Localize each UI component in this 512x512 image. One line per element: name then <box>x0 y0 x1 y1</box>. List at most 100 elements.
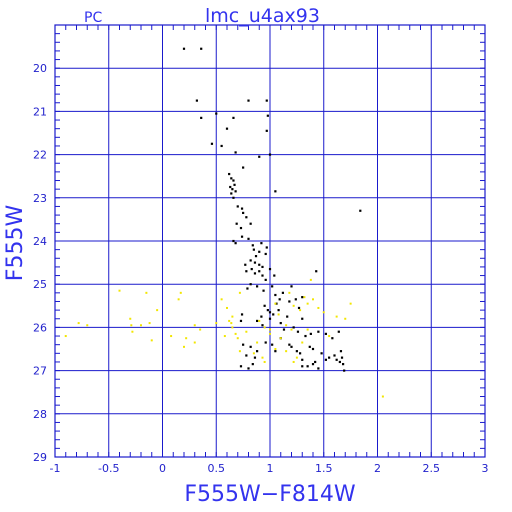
star-point-black <box>268 267 272 271</box>
star-point-black <box>232 196 235 199</box>
star-point-yellow <box>295 356 298 359</box>
star-point-black <box>290 285 293 288</box>
corner-label: PC <box>84 10 102 26</box>
star-point-black <box>215 112 218 115</box>
star-point-black <box>229 185 232 189</box>
star-point-black <box>297 306 301 310</box>
star-point-yellow <box>381 395 384 398</box>
star-point-black <box>264 278 267 281</box>
star-point-black <box>233 183 236 186</box>
x-tick-label: -0.5 <box>98 462 119 475</box>
star-point-yellow <box>215 322 218 325</box>
star-point-black <box>232 239 235 243</box>
x-tick-label: 2.5 <box>423 462 441 475</box>
star-point-black <box>295 350 298 353</box>
star-point-black <box>274 350 277 353</box>
star-point-black <box>242 343 245 346</box>
star-point-yellow <box>269 332 271 335</box>
star-point-black <box>340 356 344 359</box>
star-point-yellow <box>256 341 259 344</box>
star-point-black <box>247 367 250 370</box>
star-point-yellow <box>306 302 309 305</box>
star-point-yellow <box>269 328 271 331</box>
y-tick-label: 27 <box>33 365 47 378</box>
star-point-black <box>236 205 239 208</box>
y-tick-label: 23 <box>33 192 47 205</box>
star-point-yellow <box>301 341 304 344</box>
star-point-yellow <box>245 330 248 333</box>
star-point-black <box>328 356 331 359</box>
star-point-black <box>266 114 269 117</box>
star-point-black <box>232 116 235 119</box>
star-point-black <box>301 296 304 299</box>
star-point-black <box>230 192 233 195</box>
star-point-black <box>253 261 257 264</box>
star-point-yellow <box>292 304 295 307</box>
star-point-black <box>301 358 304 361</box>
star-point-black <box>335 358 338 361</box>
star-point-black <box>249 345 252 348</box>
star-point-yellow <box>303 296 306 299</box>
y-tick-label: 20 <box>33 62 47 75</box>
x-tick-label: 2 <box>374 462 381 475</box>
star-point-yellow <box>335 315 338 318</box>
star-point-black <box>262 289 265 292</box>
star-point-black <box>343 369 346 372</box>
star-point-black <box>234 190 237 193</box>
star-point-yellow <box>140 324 142 327</box>
star-point-black <box>271 285 274 288</box>
y-tick-label: 21 <box>33 105 47 118</box>
star-point-black <box>278 298 281 301</box>
x-tick-label: -1 <box>50 462 61 475</box>
star-point-yellow <box>223 335 226 338</box>
star-point-yellow <box>252 352 255 355</box>
star-point-black <box>338 360 341 364</box>
star-point-black <box>279 321 282 325</box>
x-axis-title: F555W−F814W <box>184 482 355 507</box>
star-point-yellow <box>277 313 280 316</box>
star-point-black <box>235 222 238 225</box>
star-point-yellow <box>77 322 80 325</box>
star-point-black <box>264 341 267 344</box>
star-point-yellow <box>129 317 132 320</box>
x-tick-label: 1.5 <box>315 462 333 475</box>
star-point-yellow <box>234 332 237 335</box>
star-point-black <box>263 304 266 307</box>
star-point-black <box>315 270 318 273</box>
x-tick-label: 0.5 <box>208 462 226 475</box>
star-point-black <box>254 255 258 258</box>
star-point-black <box>288 300 291 303</box>
star-point-black <box>246 287 249 290</box>
star-point-yellow <box>170 335 173 338</box>
star-point-black <box>258 263 261 266</box>
star-point-yellow <box>261 356 264 359</box>
star-point-black <box>317 330 320 333</box>
star-point-black <box>245 216 248 219</box>
star-point-yellow <box>199 328 202 331</box>
star-point-yellow <box>183 345 185 348</box>
star-point-black <box>253 272 257 275</box>
star-point-black <box>306 365 309 368</box>
star-point-black <box>299 352 302 355</box>
star-point-black <box>311 347 315 351</box>
star-point-black <box>268 153 272 156</box>
star-point-black <box>273 274 276 277</box>
star-point-black <box>311 363 315 366</box>
y-tick-label: 28 <box>33 408 47 421</box>
y-tick-labels: 20 21 22 23 24 25 26 27 28 29 <box>33 62 47 464</box>
star-point-black <box>265 99 268 102</box>
star-point-yellow <box>193 341 196 344</box>
star-point-black <box>265 246 268 249</box>
star-point-black <box>242 166 245 169</box>
star-point-black <box>271 343 274 346</box>
y-axis-title: F555W <box>3 205 28 282</box>
y-tick-label: 29 <box>33 451 47 464</box>
star-point-black <box>240 235 244 238</box>
star-point-black <box>337 330 340 333</box>
star-point-yellow <box>179 291 182 294</box>
star-point-black <box>342 363 345 366</box>
star-point-black <box>281 291 284 294</box>
star-point-black <box>277 309 280 312</box>
star-point-black <box>324 358 327 361</box>
